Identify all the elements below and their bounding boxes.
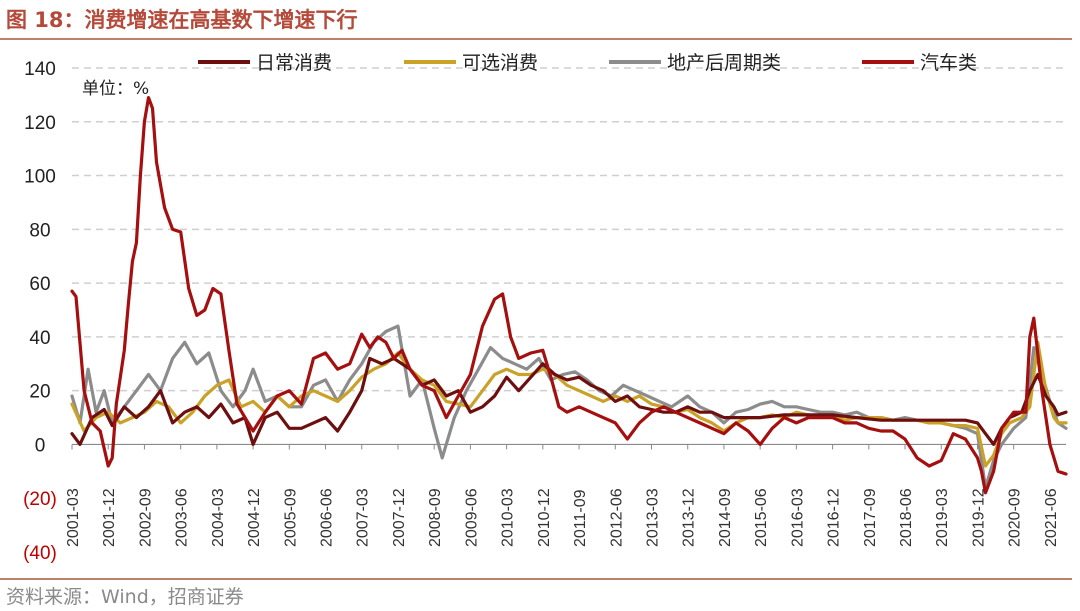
gridlines bbox=[72, 67, 1066, 392]
figure-title: 图 18：消费增速在高基数下增速下行 bbox=[6, 8, 358, 32]
legend: 日常消费 可选消费 地产后周期类 汽车类 bbox=[198, 52, 977, 74]
x-tick-label: 2021-06 bbox=[1043, 488, 1060, 547]
y-tick-label: 60 bbox=[29, 274, 50, 295]
line-chart: 140 120 100 80 60 40 20 0 (20) (40) 2001-03 2001-1… bbox=[23, 52, 1068, 564]
x-tick-label: 2015-06 bbox=[753, 488, 770, 547]
bottom-divider bbox=[0, 578, 1072, 580]
series-line-0 bbox=[70, 356, 1068, 446]
y-tick-label: (20) bbox=[23, 489, 57, 510]
x-tick-label: 2010-03 bbox=[500, 488, 517, 547]
y-tick-label: 80 bbox=[29, 220, 50, 241]
x-tick-label: 2020-09 bbox=[1007, 488, 1024, 547]
x-tick-label: 2011-09 bbox=[572, 489, 589, 547]
series-lines bbox=[70, 96, 1068, 495]
source-note: 资料来源：Wind，招商证券 bbox=[6, 586, 244, 608]
series-line-3 bbox=[70, 96, 1068, 495]
x-tick-label: 2005-09 bbox=[282, 488, 299, 547]
x-tick-label: 2012-06 bbox=[608, 488, 625, 547]
x-tick-label: 2013-12 bbox=[681, 488, 698, 547]
x-tick-label: 2007-03 bbox=[355, 488, 372, 547]
x-tick-label: 2001-12 bbox=[101, 488, 118, 547]
x-tick-label: 2018-06 bbox=[898, 488, 915, 547]
top-divider bbox=[0, 38, 1072, 40]
x-tick-label: 2008-09 bbox=[427, 488, 444, 547]
legend-label: 可选消费 bbox=[462, 52, 538, 74]
x-tick-label: 2003-06 bbox=[174, 488, 191, 547]
legend-label: 地产后周期类 bbox=[667, 52, 781, 74]
x-tick-label: 2010-12 bbox=[536, 488, 553, 547]
y-tick-label: 40 bbox=[29, 328, 50, 349]
x-tick-label: 2016-12 bbox=[826, 488, 843, 547]
x-tick-label: 2004-12 bbox=[246, 488, 263, 547]
x-tick-label: 2002-09 bbox=[137, 488, 154, 547]
series-line-1 bbox=[70, 340, 1068, 468]
y-tick-label: 120 bbox=[24, 113, 56, 134]
unit-label: 单位：% bbox=[82, 79, 149, 99]
x-tick-label: 2014-09 bbox=[717, 488, 734, 547]
legend-label: 汽车类 bbox=[920, 52, 977, 74]
x-tick-label: 2006-06 bbox=[319, 488, 336, 547]
x-tick-label: 2013-03 bbox=[644, 488, 661, 547]
y-tick-label: 0 bbox=[35, 435, 46, 456]
legend-label: 日常消费 bbox=[256, 52, 332, 74]
x-axis: 2001-03 2001-12 2002-09 2003-06 2004-03 2004-… bbox=[65, 443, 1066, 547]
x-tick-label: 2007-12 bbox=[391, 488, 408, 547]
y-axis-ticks: 140 120 100 80 60 40 20 0 (20) (40) bbox=[23, 59, 57, 564]
x-tick-label: 2017-09 bbox=[862, 488, 879, 547]
y-tick-label: 140 bbox=[24, 59, 56, 80]
x-tick-label: 2019-12 bbox=[970, 488, 987, 547]
x-tick-label: 2001-03 bbox=[65, 488, 82, 547]
y-tick-label: 100 bbox=[24, 167, 56, 188]
x-tick-label: 2009-06 bbox=[463, 488, 480, 547]
x-tick-label: 2019-03 bbox=[934, 488, 951, 547]
y-tick-label: (40) bbox=[23, 543, 57, 564]
x-tick-label: 2004-03 bbox=[210, 488, 227, 547]
y-tick-label: 20 bbox=[29, 382, 50, 403]
x-tick-label: 2016-03 bbox=[789, 488, 806, 547]
